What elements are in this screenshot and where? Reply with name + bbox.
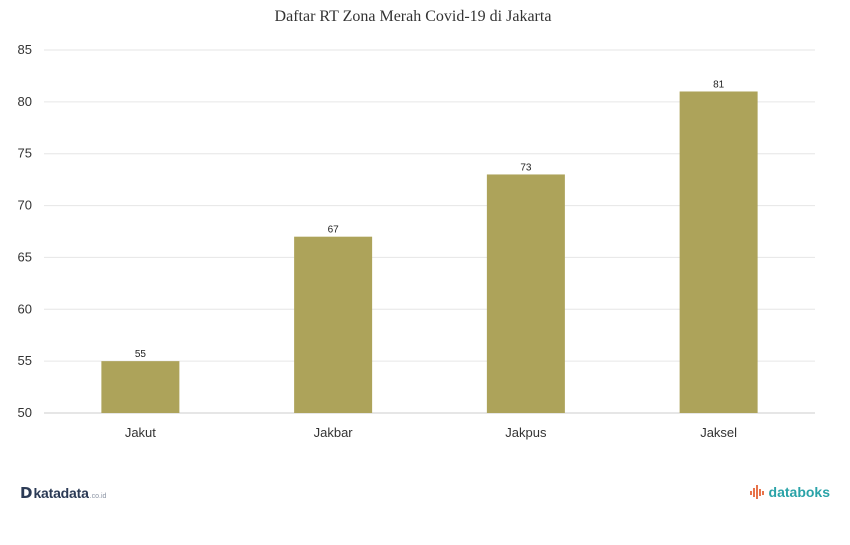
x-category-label: Jakpus	[505, 425, 547, 440]
katadata-logo-icon: D	[20, 484, 33, 502]
bar-jaksel	[679, 91, 758, 413]
gridlines	[44, 49, 815, 362]
databoks-logo: databoks	[749, 484, 830, 500]
bar-jakut	[101, 361, 180, 413]
databoks-logo-text: databoks	[768, 484, 830, 500]
y-tick-label: 75	[18, 146, 32, 161]
databoks-logo-icon	[749, 485, 764, 499]
y-tick-label: 65	[18, 249, 32, 264]
y-tick-label: 50	[18, 405, 32, 420]
y-tick-label: 80	[18, 94, 32, 109]
bar-jakbar	[294, 236, 373, 413]
data-label: 73	[520, 162, 532, 173]
data-labels: 55 67 73 81	[135, 79, 725, 360]
y-tick-label: 85	[18, 42, 32, 57]
x-category-label: Jaksel	[700, 425, 737, 440]
bars	[101, 91, 758, 413]
data-label: 55	[135, 349, 147, 360]
y-tick-label: 55	[18, 353, 32, 368]
x-category-label: Jakbar	[314, 425, 354, 440]
y-tick-label: 60	[18, 301, 32, 316]
data-label: 67	[328, 225, 340, 236]
y-axis-ticks: 50 55 60 65 70 75 80 85	[18, 42, 32, 420]
data-label: 81	[713, 79, 725, 90]
chart-title: Daftar RT Zona Merah Covid-19 di Jakarta	[275, 8, 552, 25]
x-category-label: Jakut	[125, 425, 156, 440]
x-axis-categories: Jakut Jakbar Jakpus Jaksel	[125, 425, 737, 440]
bar-jakpus	[486, 174, 565, 413]
katadata-logo-text: katadata	[33, 485, 89, 501]
katadata-logo-suffix: .co.id	[89, 493, 107, 500]
y-tick-label: 70	[18, 198, 32, 213]
katadata-logo: D katadata .co.id	[20, 484, 106, 502]
